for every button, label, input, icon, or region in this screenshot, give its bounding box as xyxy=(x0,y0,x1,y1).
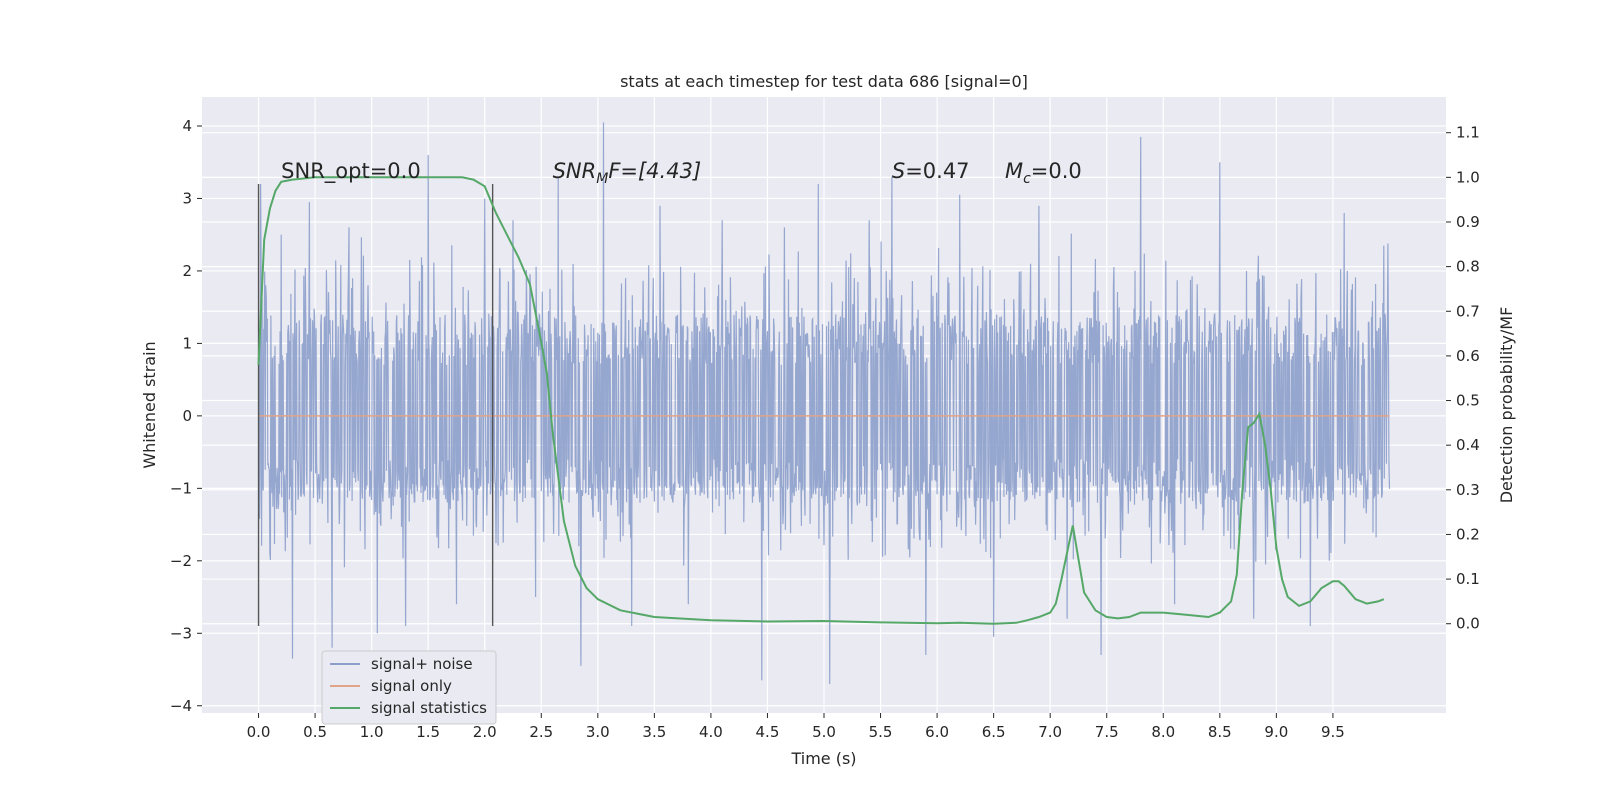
annotation-s-stat: S=0.47 xyxy=(892,159,970,183)
x-tick-label: 7.0 xyxy=(1038,723,1062,741)
chart-title: stats at each timestep for test data 686… xyxy=(620,72,1028,91)
signal-noise-line xyxy=(257,122,1391,685)
snr-opt-value: 0.0 xyxy=(387,159,420,183)
x-tick-label: 5.5 xyxy=(869,723,893,741)
y-axis-left-ticks: 4 3 2 1 0 −1 −2 −3 −4 xyxy=(170,117,202,715)
y-right-tick-label: 0.0 xyxy=(1456,615,1480,633)
y-right-tick-label: 1.1 xyxy=(1456,124,1480,142)
snr-mf-base: SNR xyxy=(553,159,597,183)
y-right-tick-label: 1.0 xyxy=(1456,168,1480,186)
snr-mf-rest: F=[4.43] xyxy=(608,159,701,183)
x-tick-label: 2.0 xyxy=(473,723,497,741)
x-tick-label: 5.0 xyxy=(812,723,836,741)
y-right-tick-label: 0.4 xyxy=(1456,436,1480,454)
y-axis-right-label: Detection probability/MF xyxy=(1497,307,1516,504)
legend-label-signal-noise: signal+ noise xyxy=(371,655,473,673)
legend-label-signal-only: signal only xyxy=(371,677,452,695)
y-right-tick-label: 0.1 xyxy=(1456,570,1480,588)
mc-base: M xyxy=(1005,159,1023,183)
x-tick-label: 1.5 xyxy=(416,723,440,741)
y-right-tick-label: 0.7 xyxy=(1456,302,1480,320)
x-tick-label: 8.0 xyxy=(1151,723,1175,741)
x-tick-label: 9.5 xyxy=(1321,723,1345,741)
x-tick-label: 6.0 xyxy=(925,723,949,741)
snr-opt-label: SNR_opt= xyxy=(281,159,387,184)
y-right-tick-label: 0.6 xyxy=(1456,347,1480,365)
y-tick-label: 4 xyxy=(182,117,192,135)
x-axis-label: Time (s) xyxy=(790,749,856,768)
y-axis-right-ticks: 1.1 1.0 0.9 0.8 0.7 0.6 0.5 0.4 0.3 0.2 0.1 0.0 xyxy=(1446,124,1480,633)
y-tick-label: −1 xyxy=(170,479,192,497)
x-tick-label: 9.0 xyxy=(1264,723,1288,741)
y-right-tick-label: 0.8 xyxy=(1456,258,1480,276)
y-tick-label: 2 xyxy=(182,262,192,280)
y-tick-label: 0 xyxy=(182,407,192,425)
s-stat-base: S xyxy=(892,159,905,183)
x-tick-label: 4.5 xyxy=(756,723,780,741)
signal-noise-series xyxy=(257,122,1391,685)
snr-mf-sub: M xyxy=(596,171,608,187)
x-tick-label: 7.5 xyxy=(1095,723,1119,741)
x-tick-label: 8.5 xyxy=(1208,723,1232,741)
signal-statistics-line xyxy=(257,176,1385,625)
s-stat-rest: =0.47 xyxy=(905,159,969,183)
mc-rest: =0.0 xyxy=(1031,159,1082,183)
annotation-mc: Mc=0.0 xyxy=(1005,159,1082,187)
legend-label-signal-statistics: signal statistics xyxy=(371,699,487,717)
annotation-snr-opt: SNR_opt=0.0 xyxy=(281,159,421,184)
x-tick-label: 3.0 xyxy=(586,723,610,741)
y-axis-label: Whitened strain xyxy=(140,341,159,468)
y-right-tick-label: 0.3 xyxy=(1456,481,1480,499)
legend-box xyxy=(321,650,497,725)
x-tick-label: 0.5 xyxy=(303,723,327,741)
signal-statistics-series xyxy=(257,176,1385,625)
y-tick-label: −2 xyxy=(170,552,192,570)
y-right-tick-label: 0.2 xyxy=(1456,525,1480,543)
y-tick-label: 1 xyxy=(182,334,192,352)
x-tick-label: 2.5 xyxy=(529,723,553,741)
x-tick-label: 0.0 xyxy=(247,723,271,741)
y-tick-label: −4 xyxy=(170,697,192,715)
legend: signal+ noise signal only signal statist… xyxy=(321,650,497,725)
x-axis-ticks: 0.0 0.5 1.0 1.5 2.0 2.5 3.0 3.5 4.0 4.5 5.0 5.5 6.0 6… xyxy=(247,713,1345,741)
x-tick-label: 1.0 xyxy=(360,723,384,741)
y-tick-label: −3 xyxy=(170,624,192,642)
vertical-markers xyxy=(257,183,494,627)
x-tick-label: 4.0 xyxy=(699,723,723,741)
mc-sub: c xyxy=(1023,171,1031,187)
x-tick-label: 6.5 xyxy=(982,723,1006,741)
y-tick-label: 3 xyxy=(182,189,192,207)
y-right-tick-label: 0.9 xyxy=(1456,213,1480,231)
x-tick-label: 3.5 xyxy=(642,723,666,741)
annotation-snr-mf: SNRMF=[4.43] xyxy=(553,159,702,187)
y-right-tick-label: 0.5 xyxy=(1456,392,1480,410)
